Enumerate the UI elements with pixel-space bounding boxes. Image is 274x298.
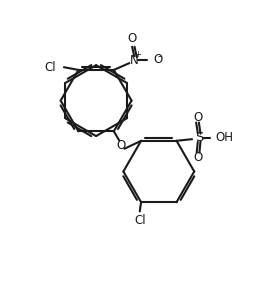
Text: -: - <box>158 51 161 61</box>
Text: O: O <box>193 111 202 124</box>
Text: OH: OH <box>216 131 234 144</box>
Text: N: N <box>130 54 139 67</box>
Text: +: + <box>134 50 141 59</box>
Text: S: S <box>195 131 203 144</box>
Text: Cl: Cl <box>44 61 56 74</box>
Text: O: O <box>153 53 162 66</box>
Text: O: O <box>127 32 137 45</box>
Text: O: O <box>116 139 125 152</box>
Text: Cl: Cl <box>134 215 145 227</box>
Text: O: O <box>194 151 203 164</box>
